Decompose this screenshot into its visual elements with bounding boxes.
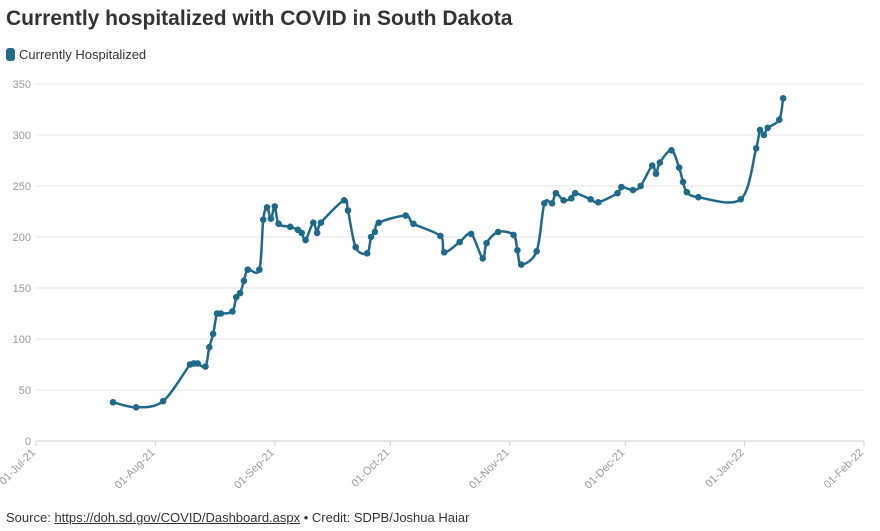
data-point[interactable]	[313, 229, 321, 237]
y-tick-label: 150	[13, 283, 31, 295]
data-point[interactable]	[194, 360, 202, 367]
data-point[interactable]	[217, 310, 225, 317]
data-point[interactable]	[340, 196, 348, 204]
data-point[interactable]	[510, 231, 517, 239]
data-point[interactable]	[648, 162, 656, 169]
chart-title: Currently hospitalized with COVID in Sou…	[6, 7, 513, 30]
data-point[interactable]	[267, 215, 275, 222]
x-tick-label: 01-Jul-21	[0, 447, 38, 488]
data-point[interactable]	[760, 131, 768, 139]
data-point[interactable]	[456, 238, 463, 246]
y-tick-label: 0	[25, 436, 31, 448]
legend-swatch	[6, 48, 15, 61]
data-point[interactable]	[764, 124, 772, 132]
data-point[interactable]	[344, 207, 352, 214]
data-point[interactable]	[618, 183, 625, 191]
data-point[interactable]	[779, 94, 787, 102]
data-point[interactable]	[132, 404, 140, 411]
data-point[interactable]	[309, 219, 317, 227]
legend-label: Currently Hospitalized	[19, 47, 147, 62]
data-point[interactable]	[367, 233, 375, 241]
data-point[interactable]	[352, 243, 359, 251]
data-point[interactable]	[756, 126, 764, 134]
data-point[interactable]	[229, 308, 236, 315]
data-point[interactable]	[363, 250, 371, 257]
y-tick-label: 100	[13, 334, 31, 346]
data-point[interactable]	[263, 204, 271, 211]
data-point[interactable]	[533, 247, 540, 255]
data-point[interactable]	[494, 228, 502, 236]
data-point[interactable]	[594, 199, 602, 206]
data-point[interactable]	[695, 193, 702, 201]
data-point[interactable]	[240, 277, 248, 285]
series-line	[112, 98, 785, 409]
data-point[interactable]	[541, 200, 548, 207]
data-point[interactable]	[479, 255, 487, 262]
x-tick-label: 01-Oct-21	[349, 447, 392, 490]
legend[interactable]: Currently Hospitalized	[6, 47, 146, 62]
data-point[interactable]	[109, 398, 117, 406]
data-point[interactable]	[514, 246, 521, 254]
data-point[interactable]	[286, 223, 294, 231]
data-point[interactable]	[560, 196, 567, 204]
data-point[interactable]	[159, 397, 167, 405]
y-tick-label: 250	[13, 181, 31, 193]
data-point[interactable]	[637, 182, 644, 190]
data-point[interactable]	[209, 330, 217, 338]
data-point[interactable]	[275, 220, 282, 228]
data-point[interactable]	[410, 220, 417, 228]
x-tick-label: 01-Sep-21	[232, 447, 277, 492]
data-point[interactable]	[467, 230, 475, 238]
data-point[interactable]	[652, 170, 660, 178]
data-point[interactable]	[259, 216, 267, 223]
data-point[interactable]	[737, 195, 745, 203]
data-point[interactable]	[236, 289, 244, 297]
credit-text: • Credit: SDPB/Joshua Haiar	[303, 510, 470, 525]
data-point[interactable]	[629, 186, 637, 194]
data-point[interactable]	[202, 363, 209, 370]
data-point[interactable]	[614, 189, 621, 197]
x-tick-label: 01-Aug-21	[113, 447, 158, 492]
data-point[interactable]	[752, 144, 760, 152]
y-tick-label: 50	[19, 385, 31, 397]
data-point[interactable]	[371, 228, 379, 236]
data-point[interactable]	[375, 219, 383, 227]
data-point[interactable]	[656, 159, 664, 166]
data-point[interactable]	[256, 266, 263, 273]
data-point[interactable]	[483, 239, 490, 247]
data-point[interactable]	[668, 147, 675, 154]
y-tick-label: 300	[13, 130, 31, 142]
data-point[interactable]	[548, 200, 556, 207]
data-point[interactable]	[683, 188, 691, 196]
data-point[interactable]	[206, 343, 213, 351]
source-label: Source:	[6, 510, 51, 525]
data-point[interactable]	[517, 261, 525, 268]
x-tick-label: 01-Jan-22	[703, 447, 747, 491]
y-tick-label: 350	[13, 79, 31, 91]
data-point[interactable]	[571, 189, 579, 197]
data-point[interactable]	[271, 203, 279, 210]
data-point[interactable]	[440, 249, 448, 256]
data-point[interactable]	[775, 116, 783, 123]
x-tick-label: 01-Nov-21	[467, 447, 512, 492]
data-point[interactable]	[437, 232, 444, 240]
data-point[interactable]	[298, 229, 306, 237]
data-point[interactable]	[675, 164, 683, 171]
data-point[interactable]	[302, 236, 309, 244]
x-tick-label: 01-Feb-22	[822, 447, 866, 491]
source-link[interactable]: https://doh.sd.gov/COVID/Dashboard.aspx	[54, 510, 301, 525]
data-point[interactable]	[679, 178, 687, 186]
y-tick-label: 200	[13, 232, 31, 244]
data-point[interactable]	[317, 219, 325, 227]
x-tick-label: 01-Dec-21	[583, 447, 628, 492]
data-point[interactable]	[244, 266, 252, 273]
data-point[interactable]	[552, 189, 560, 197]
data-point[interactable]	[587, 195, 594, 203]
footer: Source: https://doh.sd.gov/COVID/Dashboa…	[6, 510, 469, 525]
data-point[interactable]	[402, 212, 410, 219]
data-point[interactable]	[568, 194, 575, 202]
